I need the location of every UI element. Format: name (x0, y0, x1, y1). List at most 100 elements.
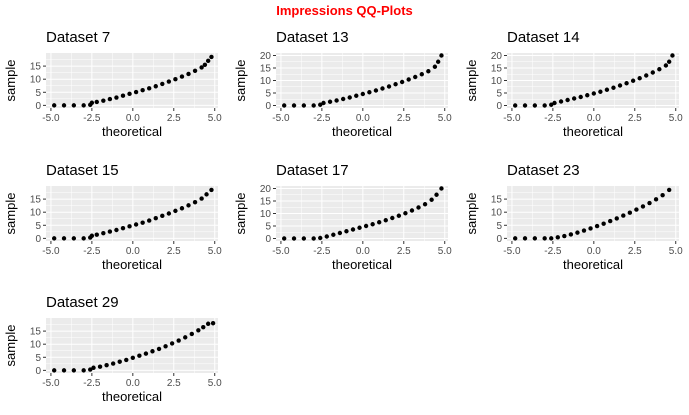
qq-point (396, 213, 402, 218)
qq-point (377, 220, 382, 225)
y-tick-label: 15 (30, 195, 42, 206)
qq-point (179, 74, 185, 79)
qq-point (147, 218, 152, 223)
qq-point (578, 94, 583, 100)
qq-point (71, 236, 77, 241)
qq-point (627, 210, 633, 215)
x-tick-label: -5.0 (42, 113, 60, 124)
qq-point (107, 229, 113, 234)
qq-point (621, 213, 626, 218)
qq-point (575, 230, 580, 235)
qq-point (344, 229, 349, 234)
qq-point (101, 98, 106, 103)
y-tick-label: 10 (491, 76, 503, 87)
qq-point (340, 96, 346, 102)
y-tick-label: 0 (496, 101, 502, 112)
x-tick-label: 5.0 (208, 113, 222, 124)
qq-point (114, 227, 119, 233)
qq-point (630, 78, 636, 83)
qq-point (169, 341, 175, 346)
qq-point (549, 102, 554, 107)
qq-point (160, 81, 165, 87)
qq-point (71, 368, 77, 373)
qq-point (61, 236, 67, 241)
qq-point (354, 93, 359, 98)
panel-background (507, 186, 679, 241)
y-axis-label: sample (233, 60, 248, 102)
x-tick-label: -5.0 (272, 246, 290, 257)
qq-point (432, 64, 438, 69)
qq-point (660, 192, 665, 198)
qq-point (88, 367, 93, 372)
qq-panel: Dataset 23 -5.0 -2.5 0.0 2.5 5.0 0 5 10 15 theoret… (464, 162, 683, 272)
x-tick-label: 0.0 (587, 113, 601, 124)
x-tick-label: 2.5 (167, 113, 181, 124)
qq-point (124, 357, 129, 363)
x-tick-label: 2.5 (397, 113, 411, 124)
qq-point (568, 232, 574, 237)
qq-point (562, 233, 567, 239)
x-axis-label: theoretical (102, 389, 162, 404)
y-tick-label: 5 (265, 89, 271, 100)
y-tick-label: 5 (35, 88, 41, 99)
x-tick-label: -2.5 (83, 378, 101, 389)
qq-point (419, 72, 424, 77)
qq-point (163, 344, 168, 349)
y-tick-label: 15 (30, 327, 42, 338)
qq-point (581, 228, 587, 233)
qq-point (522, 236, 528, 241)
y-axis-label: sample (233, 193, 248, 235)
qq-point (204, 192, 209, 197)
x-tick-label: 2.5 (628, 246, 642, 257)
panel-background (46, 53, 218, 108)
qq-point (601, 221, 606, 226)
qq-point (657, 67, 662, 72)
qq-point (107, 96, 113, 102)
x-tick-label: 0.0 (356, 246, 370, 257)
x-tick-label: -5.0 (42, 246, 60, 257)
qq-point (179, 206, 185, 211)
qq-point (301, 103, 307, 108)
qq-point (160, 213, 165, 219)
qq-point (324, 234, 329, 239)
qq-point (147, 86, 152, 91)
qq-point (637, 76, 642, 81)
x-axis-label: theoretical (563, 124, 623, 139)
qq-point (617, 83, 623, 88)
x-tick-label: 0.0 (587, 246, 601, 257)
qq-point (360, 91, 366, 97)
qq-point (104, 362, 109, 368)
y-tick-label: 10 (30, 340, 42, 351)
panel-title: Dataset 23 (507, 162, 580, 179)
qq-point (209, 187, 214, 193)
qq-point (350, 227, 356, 232)
panel-title: Dataset 29 (46, 294, 119, 311)
x-tick-label: 2.5 (167, 378, 181, 389)
qq-point (94, 99, 99, 105)
qq-point (209, 54, 214, 60)
qq-point (439, 186, 444, 191)
panel-title: Dataset 13 (276, 29, 349, 46)
y-tick-label: 15 (260, 64, 272, 75)
qq-point (331, 232, 336, 237)
x-tick-label: 2.5 (397, 246, 411, 257)
qq-point (439, 53, 444, 58)
qq-point (644, 73, 649, 78)
qq-point (434, 192, 439, 197)
qq-point (608, 218, 613, 224)
x-tick-label: 5.0 (438, 113, 452, 124)
qq-point (91, 365, 96, 370)
qq-point (176, 338, 181, 343)
qq-point (357, 225, 362, 230)
qq-point (51, 103, 57, 108)
x-tick-label: 0.0 (126, 113, 140, 124)
qq-point (71, 103, 77, 108)
qq-point (542, 236, 547, 241)
y-axis-label: sample (3, 60, 18, 102)
x-tick-label: -2.5 (544, 113, 562, 124)
qq-point (555, 235, 560, 240)
qq-point (558, 99, 564, 104)
qq-point (327, 99, 333, 104)
qq-point (318, 235, 323, 241)
qq-point (281, 103, 287, 108)
